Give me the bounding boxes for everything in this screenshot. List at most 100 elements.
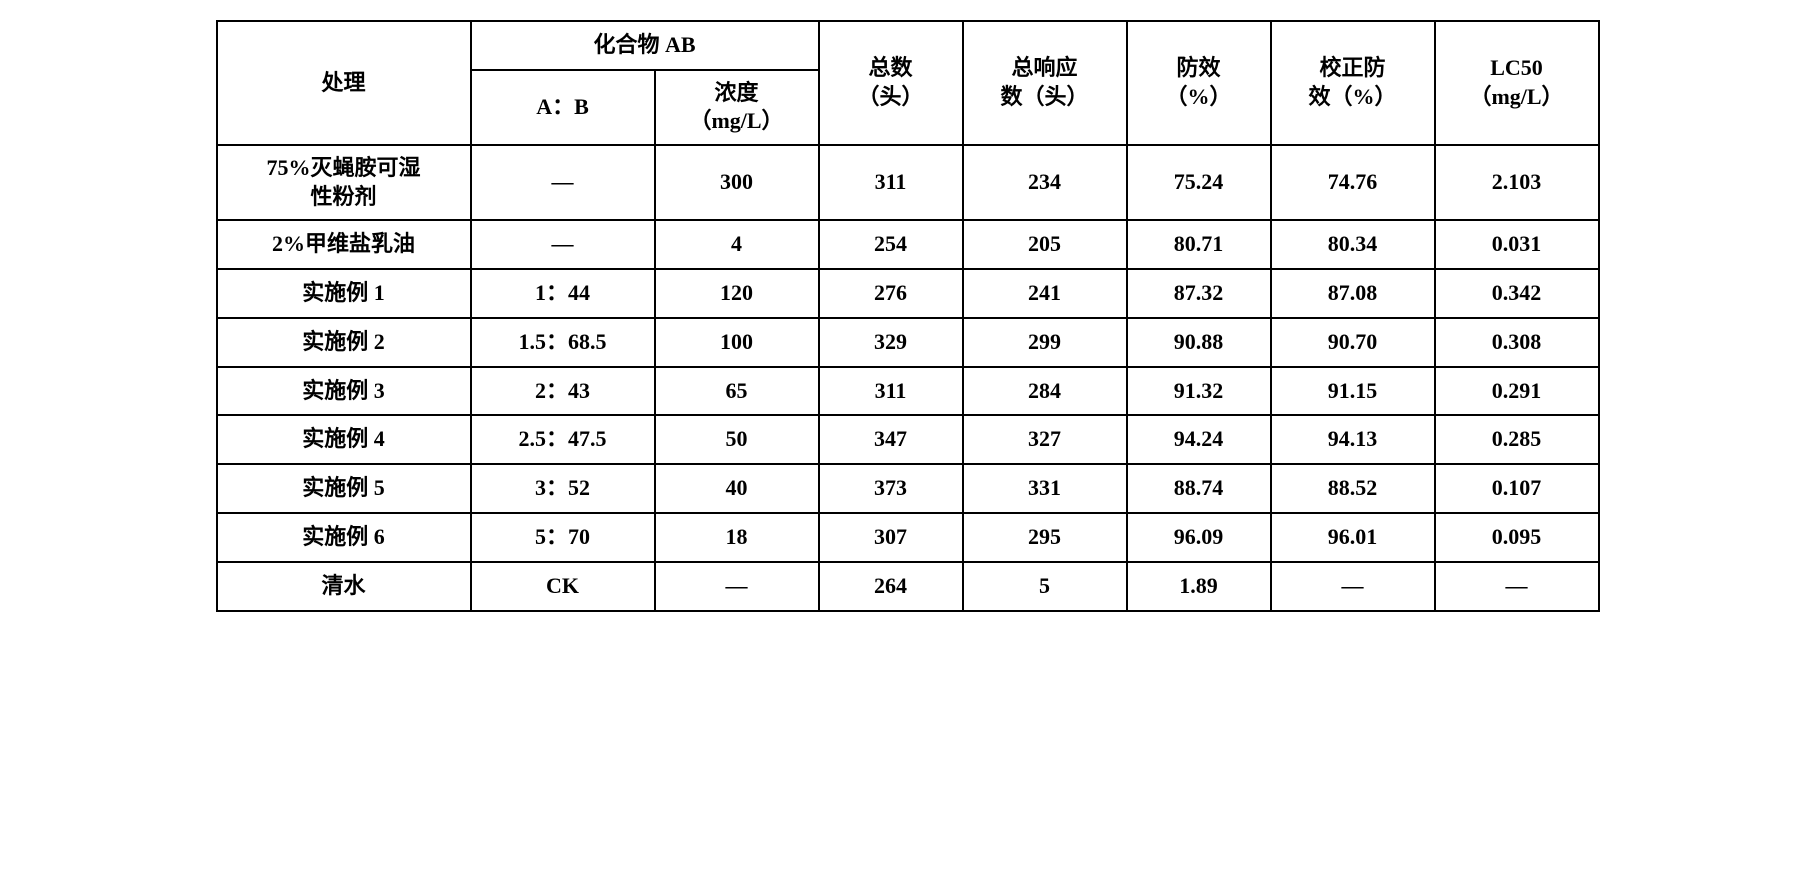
header-total-line2: （头）: [857, 84, 923, 109]
cell-treatment: 实施例 4: [217, 415, 471, 464]
header-response-line2: 数（头）: [1000, 84, 1088, 109]
table-row: 实施例 1 1：44 120 276 241 87.32 87.08 0.342: [217, 269, 1599, 318]
cell-response: 241: [963, 269, 1127, 318]
header-conc-line1: 浓度: [714, 80, 758, 105]
cell-treatment: 2%甲维盐乳油: [217, 220, 471, 269]
cell-ab-ratio: —: [471, 145, 655, 220]
cell-efficacy: 87.32: [1127, 269, 1271, 318]
cell-total: 311: [819, 367, 963, 416]
header-corrected-line1: 校正防: [1319, 55, 1385, 80]
cell-concentration: 40: [655, 464, 819, 513]
cell-response: 234: [963, 145, 1127, 220]
cell-concentration: 120: [655, 269, 819, 318]
cell-total: 276: [819, 269, 963, 318]
cell-ab-ratio: 2：43: [471, 367, 655, 416]
header-response-line1: 总响应: [1011, 55, 1077, 80]
cell-lc50: 0.285: [1435, 415, 1599, 464]
header-corrected-line2: 效（%）: [1308, 84, 1396, 109]
cell-lc50: 0.095: [1435, 513, 1599, 562]
cell-efficacy: 96.09: [1127, 513, 1271, 562]
cell-concentration: —: [655, 562, 819, 611]
table-row: 75%灭蝇胺可湿 性粉剂 — 300 311 234 75.24 74.76 2…: [217, 145, 1599, 220]
cell-concentration: 100: [655, 318, 819, 367]
cell-corrected: 96.01: [1271, 513, 1435, 562]
cell-response: 5: [963, 562, 1127, 611]
header-concentration: 浓度 （mg/L）: [655, 70, 819, 145]
cell-corrected: 88.52: [1271, 464, 1435, 513]
header-efficacy-line2: （%）: [1165, 84, 1231, 109]
cell-corrected: 87.08: [1271, 269, 1435, 318]
cell-concentration: 18: [655, 513, 819, 562]
cell-treatment: 清水: [217, 562, 471, 611]
cell-lc50: 0.342: [1435, 269, 1599, 318]
cell-efficacy: 88.74: [1127, 464, 1271, 513]
cell-lc50: 0.291: [1435, 367, 1599, 416]
table-row: 实施例 2 1.5：68.5 100 329 299 90.88 90.70 0…: [217, 318, 1599, 367]
cell-treatment: 实施例 5: [217, 464, 471, 513]
header-lc50-line2: （mg/L）: [1469, 84, 1563, 109]
header-conc-line2: （mg/L）: [689, 108, 783, 133]
cell-corrected: 74.76: [1271, 145, 1435, 220]
cell-lc50: 2.103: [1435, 145, 1599, 220]
cell-treatment: 实施例 2: [217, 318, 471, 367]
cell-ab-ratio: 1.5：68.5: [471, 318, 655, 367]
cell-corrected: 90.70: [1271, 318, 1435, 367]
header-lc50-line1: LC50: [1490, 55, 1543, 80]
cell-total: 311: [819, 145, 963, 220]
cell-total: 254: [819, 220, 963, 269]
cell-concentration: 50: [655, 415, 819, 464]
header-corrected: 校正防 效（%）: [1271, 21, 1435, 145]
cell-corrected: 80.34: [1271, 220, 1435, 269]
data-table: 处理 化合物 AB 总数 （头） 总响应 数（头） 防效 （%） 校正防 效（%…: [216, 20, 1600, 612]
header-efficacy: 防效 （%）: [1127, 21, 1271, 145]
cell-efficacy: 1.89: [1127, 562, 1271, 611]
cell-corrected: 94.13: [1271, 415, 1435, 464]
cell-response: 295: [963, 513, 1127, 562]
cell-response: 331: [963, 464, 1127, 513]
cell-ab-ratio: CK: [471, 562, 655, 611]
cell-treatment: 实施例 3: [217, 367, 471, 416]
cell-total: 307: [819, 513, 963, 562]
cell-ab-ratio: 1：44: [471, 269, 655, 318]
table-row: 2%甲维盐乳油 — 4 254 205 80.71 80.34 0.031: [217, 220, 1599, 269]
cell-corrected: 91.15: [1271, 367, 1435, 416]
table-row: 清水 CK — 264 5 1.89 — —: [217, 562, 1599, 611]
cell-ab-ratio: 5：70: [471, 513, 655, 562]
header-total-line1: 总数: [868, 55, 912, 80]
cell-concentration: 4: [655, 220, 819, 269]
cell-total: 329: [819, 318, 963, 367]
cell-treatment: 75%灭蝇胺可湿 性粉剂: [217, 145, 471, 220]
cell-concentration: 300: [655, 145, 819, 220]
header-treatment: 处理: [217, 21, 471, 145]
cell-ab-ratio: —: [471, 220, 655, 269]
cell-ab-ratio: 3：52: [471, 464, 655, 513]
cell-total: 264: [819, 562, 963, 611]
cell-treatment-line1: 75%灭蝇胺可湿: [266, 155, 420, 180]
cell-lc50: 0.107: [1435, 464, 1599, 513]
cell-lc50: 0.308: [1435, 318, 1599, 367]
table-row: 实施例 5 3：52 40 373 331 88.74 88.52 0.107: [217, 464, 1599, 513]
cell-response: 327: [963, 415, 1127, 464]
cell-lc50: —: [1435, 562, 1599, 611]
header-lc50: LC50 （mg/L）: [1435, 21, 1599, 145]
cell-treatment-line2: 性粉剂: [310, 184, 376, 209]
cell-total: 373: [819, 464, 963, 513]
cell-response: 299: [963, 318, 1127, 367]
table-row: 实施例 4 2.5：47.5 50 347 327 94.24 94.13 0.…: [217, 415, 1599, 464]
cell-efficacy: 94.24: [1127, 415, 1271, 464]
header-compound-ab: 化合物 AB: [471, 21, 819, 70]
cell-total: 347: [819, 415, 963, 464]
header-efficacy-line1: 防效: [1176, 55, 1220, 80]
cell-response: 284: [963, 367, 1127, 416]
cell-treatment: 实施例 1: [217, 269, 471, 318]
table-row: 实施例 6 5：70 18 307 295 96.09 96.01 0.095: [217, 513, 1599, 562]
cell-treatment: 实施例 6: [217, 513, 471, 562]
cell-concentration: 65: [655, 367, 819, 416]
cell-efficacy: 91.32: [1127, 367, 1271, 416]
table-row: 实施例 3 2：43 65 311 284 91.32 91.15 0.291: [217, 367, 1599, 416]
header-total: 总数 （头）: [819, 21, 963, 145]
cell-lc50: 0.031: [1435, 220, 1599, 269]
header-ab-ratio: A：B: [471, 70, 655, 145]
cell-response: 205: [963, 220, 1127, 269]
cell-ab-ratio: 2.5：47.5: [471, 415, 655, 464]
